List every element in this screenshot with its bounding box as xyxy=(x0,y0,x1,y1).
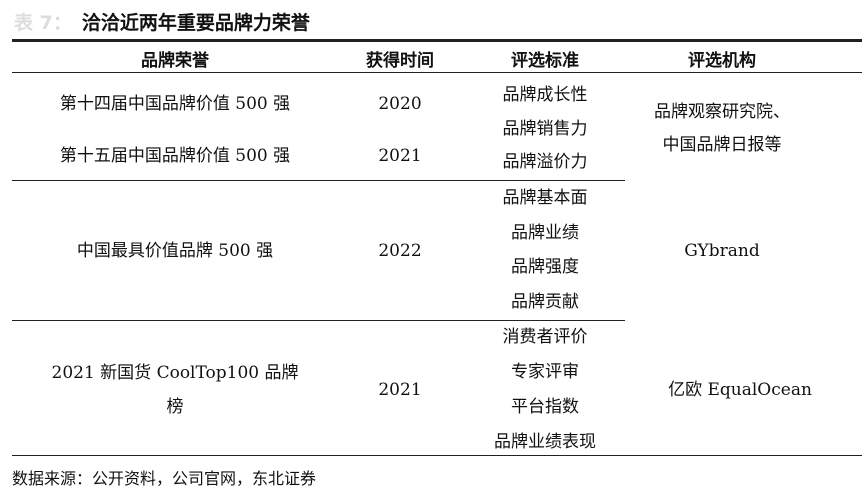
honor-year: 2022 xyxy=(378,241,422,261)
source-note: 数据来源：公开资料，公司官网，东北证券 xyxy=(12,469,317,488)
criterion: 品牌成长性 xyxy=(502,85,588,105)
honor-year: 2021 xyxy=(378,380,422,400)
honor-name: 中国最具价值品牌 500 强 xyxy=(76,241,274,261)
row-rule xyxy=(12,320,625,321)
honor-name: 第十四届中国品牌价值 500 强 xyxy=(59,94,291,114)
criterion: 品牌强度 xyxy=(511,257,579,277)
honor-name: 第十五届中国品牌价值 500 强 xyxy=(59,146,291,166)
honor-name: 2021 新国货 CoolTop100 品牌 xyxy=(51,363,299,383)
criterion: 品牌贡献 xyxy=(511,292,579,312)
honor-year: 2020 xyxy=(378,94,422,114)
table-title: 表 7： 洽洽近两年重要品牌力荣誉 xyxy=(14,12,310,34)
header-org: 评选机构 xyxy=(688,51,756,71)
header-criteria: 评选标准 xyxy=(511,51,579,71)
criterion: 品牌业绩 xyxy=(511,223,579,243)
criterion: 消费者评价 xyxy=(502,327,588,347)
criterion: 专家评审 xyxy=(511,362,579,382)
top-rule xyxy=(12,39,862,42)
org: 中国品牌日报等 xyxy=(662,135,782,155)
criterion: 品牌基本面 xyxy=(502,188,588,208)
org: 品牌观察研究院、 xyxy=(654,102,790,122)
criterion: 平台指数 xyxy=(511,397,579,417)
criterion: 品牌业绩表现 xyxy=(494,432,596,452)
honor-name-cont: 榜 xyxy=(166,397,184,417)
honor-year: 2021 xyxy=(378,146,422,166)
row-rule xyxy=(12,180,625,181)
criterion: 品牌溢价力 xyxy=(502,152,588,172)
org: 亿欧 EqualOcean xyxy=(668,380,812,400)
criterion: 品牌销售力 xyxy=(502,119,588,139)
header-rule xyxy=(12,72,862,73)
bottom-rule xyxy=(12,455,862,456)
header-year: 获得时间 xyxy=(366,51,434,71)
org: GYbrand xyxy=(684,241,760,261)
header-honor: 品牌荣誉 xyxy=(141,51,209,71)
